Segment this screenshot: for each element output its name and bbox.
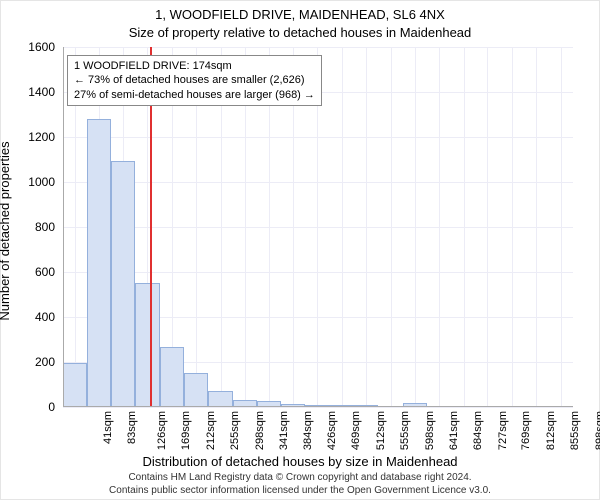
histogram-bar — [184, 373, 208, 407]
x-tick-label: 555sqm — [399, 411, 411, 450]
gridline-v — [415, 47, 416, 407]
x-tick-label: 83sqm — [126, 411, 138, 444]
gridline-v — [487, 47, 488, 407]
histogram-bar — [354, 405, 378, 407]
chart-subtitle: Size of property relative to detached ho… — [1, 25, 599, 40]
annotation-line: ← 73% of detached houses are smaller (2,… — [74, 73, 315, 87]
x-tick-label: 598sqm — [424, 411, 436, 450]
annotation-line: 27% of semi-detached houses are larger (… — [74, 88, 315, 102]
y-tick-label: 400 — [15, 310, 55, 324]
x-tick-label: 512sqm — [375, 411, 387, 450]
x-tick-label: 426sqm — [326, 411, 338, 450]
y-tick-label: 1400 — [15, 85, 55, 99]
gridline-v — [439, 47, 440, 407]
x-tick-label: 898sqm — [594, 411, 600, 450]
x-tick-label: 126sqm — [156, 411, 168, 450]
gridline-v — [464, 47, 465, 407]
histogram-bar — [330, 405, 354, 407]
y-axis-label: Number of detached properties — [0, 52, 12, 231]
y-tick-label: 0 — [15, 400, 55, 414]
histogram-bar — [305, 405, 329, 407]
histogram-bar — [281, 404, 305, 407]
x-tick-label: 169sqm — [181, 411, 193, 450]
y-tick-label: 600 — [15, 265, 55, 279]
histogram-bar — [233, 400, 257, 407]
y-tick-label: 800 — [15, 220, 55, 234]
histogram-bar — [403, 403, 427, 407]
y-tick-label: 1000 — [15, 175, 55, 189]
histogram-bar — [87, 119, 111, 407]
gridline-v — [391, 47, 392, 407]
x-tick-label: 641sqm — [448, 411, 460, 450]
x-tick-label: 727sqm — [497, 411, 509, 450]
gridline-v — [366, 47, 367, 407]
gridline-v — [512, 47, 513, 407]
chart-title: 1, WOODFIELD DRIVE, MAIDENHEAD, SL6 4NX — [1, 7, 599, 22]
footer-line-2: Contains public sector information licen… — [1, 485, 599, 498]
x-tick-label: 255sqm — [229, 411, 241, 450]
chart-footer: Contains HM Land Registry data © Crown c… — [1, 472, 599, 497]
x-tick-label: 684sqm — [472, 411, 484, 450]
chart-container: 1, WOODFIELD DRIVE, MAIDENHEAD, SL6 4NX … — [0, 0, 600, 500]
x-tick-label: 212sqm — [205, 411, 217, 450]
x-axis-label: Distribution of detached houses by size … — [1, 454, 599, 469]
y-tick-label: 200 — [15, 355, 55, 369]
x-tick-label: 298sqm — [254, 411, 266, 450]
y-tick-label: 1600 — [15, 40, 55, 54]
histogram-bar — [135, 283, 159, 407]
histogram-bar — [208, 391, 232, 407]
gridline-v — [342, 47, 343, 407]
x-tick-label: 469sqm — [351, 411, 363, 450]
x-tick-label: 855sqm — [569, 411, 581, 450]
annotation-line: 1 WOODFIELD DRIVE: 174sqm — [74, 59, 315, 73]
histogram-bar — [257, 401, 281, 407]
x-tick-label: 41sqm — [102, 411, 114, 444]
histogram-bar — [63, 363, 87, 407]
plot-area: 1 WOODFIELD DRIVE: 174sqm← 73% of detach… — [63, 47, 573, 407]
footer-line-1: Contains HM Land Registry data © Crown c… — [1, 472, 599, 485]
gridline-v — [561, 47, 562, 407]
x-tick-label: 341sqm — [278, 411, 290, 450]
gridline-h — [63, 407, 573, 408]
annotation-box: 1 WOODFIELD DRIVE: 174sqm← 73% of detach… — [67, 55, 322, 106]
x-tick-label: 812sqm — [545, 411, 557, 450]
x-tick-label: 384sqm — [302, 411, 314, 450]
histogram-bar — [160, 347, 184, 407]
gridline-v — [536, 47, 537, 407]
histogram-bar — [111, 161, 135, 407]
y-tick-label: 1200 — [15, 130, 55, 144]
x-tick-label: 769sqm — [521, 411, 533, 450]
